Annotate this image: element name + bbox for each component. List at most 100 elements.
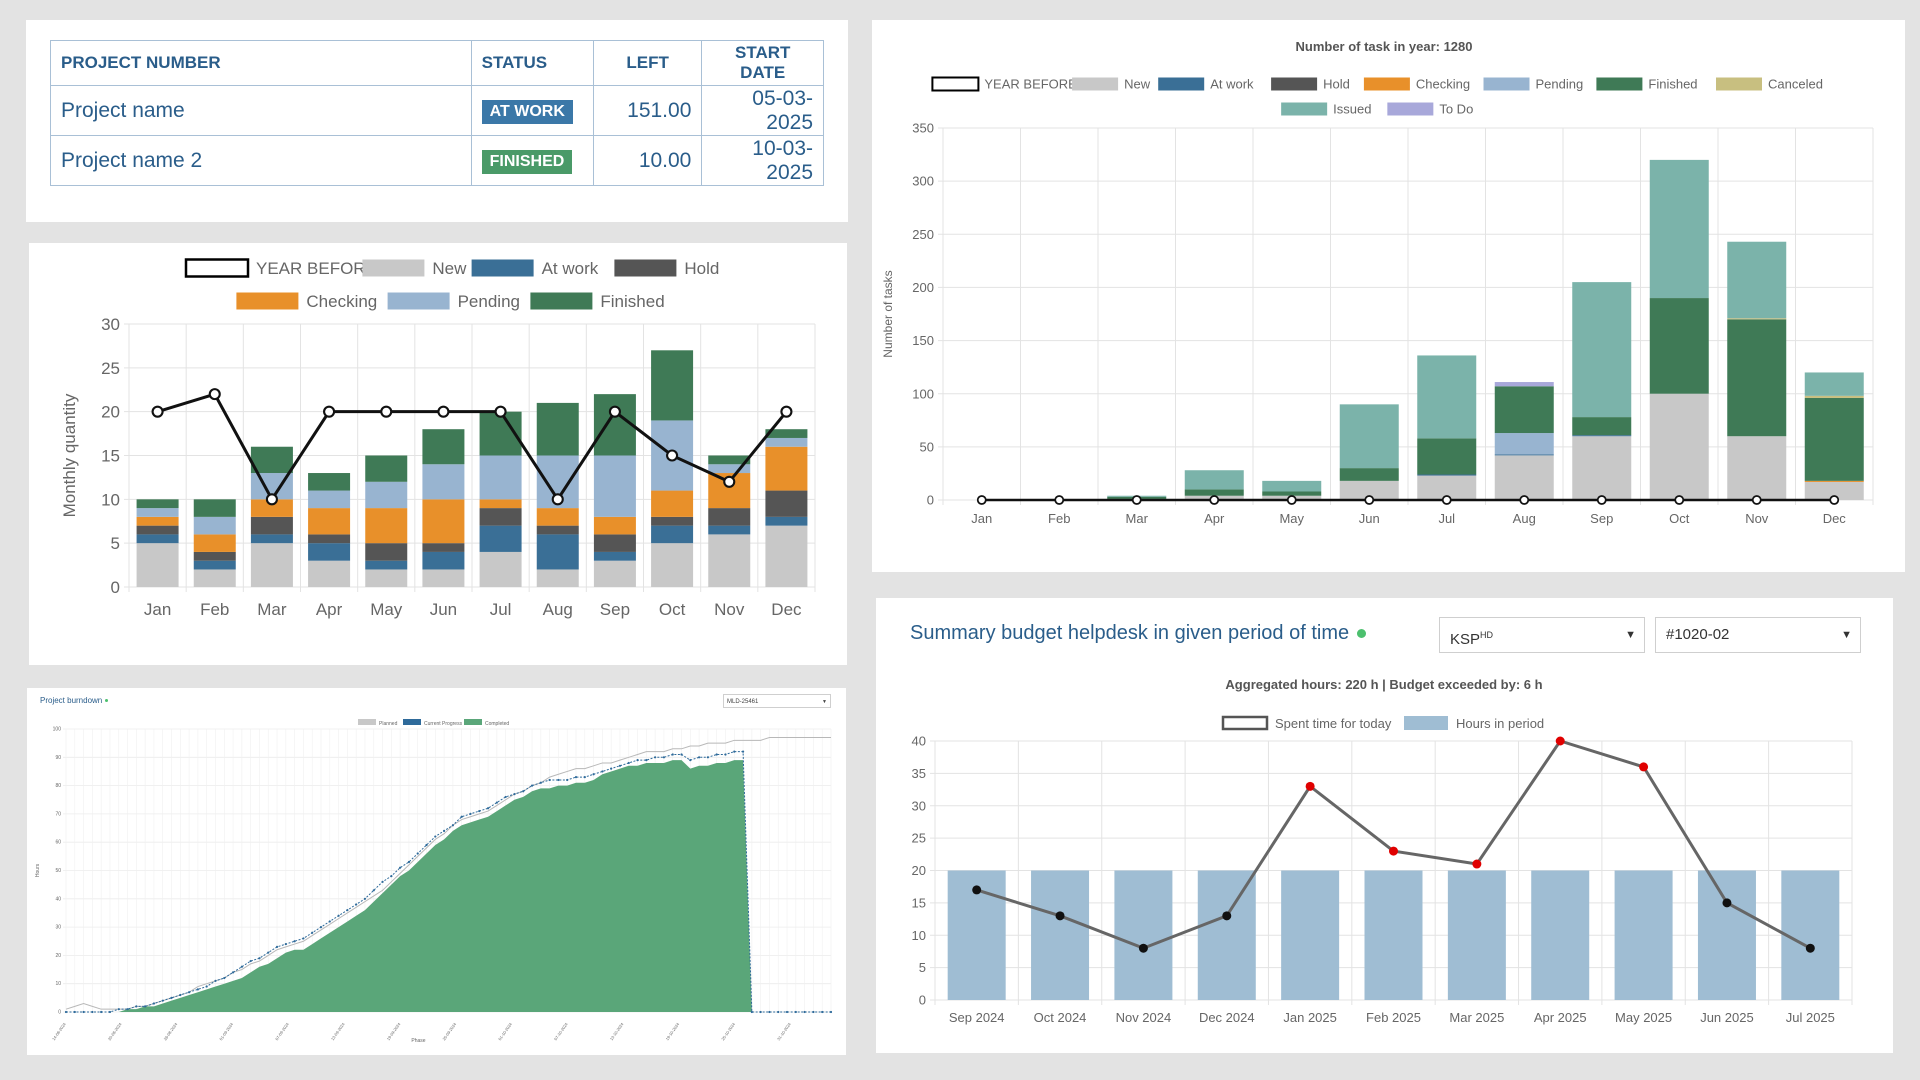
bar [1197,870,1256,1000]
current-progress-point [214,979,217,982]
current-progress-point [671,753,674,756]
status-dot-icon [105,699,109,703]
x-tick-label: 07-09-2024 [274,1021,290,1041]
bar-segment [1649,159,1709,299]
y-tick-label: 25 [101,359,120,378]
legend-label: Hours in period [1456,716,1544,731]
table-row[interactable]: Project name 2 FINISHED 10.00 10-03-2025 [50,135,824,186]
bar-segment [250,499,293,517]
current-progress-point [152,1002,156,1005]
bar [1114,870,1173,1000]
bar-segment [193,551,236,561]
legend-label: To Do [1439,102,1473,117]
x-tick-label: Feb 2025 [1366,1010,1421,1025]
spent-time-point [1138,943,1148,953]
x-tick-label: Feb [1048,511,1070,526]
year-before-point [1596,495,1607,505]
y-tick-label: 35 [912,766,926,781]
legend-swatch [1072,77,1119,91]
y-axis-label: Hours [35,863,41,877]
x-tick-label: Jul 2025 [1786,1010,1835,1025]
x-tick-label: 13-10-2024 [609,1021,625,1041]
legend-swatch [1271,77,1318,91]
bar-segment [1262,491,1322,496]
project-name-link[interactable]: Project name [50,85,472,136]
spent-time-point [1305,781,1315,791]
legend-swatch [1363,77,1410,91]
current-progress-point [803,1010,806,1014]
year-before-point [151,405,164,418]
bar-segment [651,525,694,544]
header-status[interactable]: STATUS [470,40,594,86]
burndown-project-select[interactable]: MLD-25461 ▼ [723,694,831,708]
current-progress-line [66,751,831,1013]
current-progress-point [486,807,490,810]
legend-label: Hold [1323,77,1350,92]
bar-segment [708,525,751,535]
header-left[interactable]: LEFT [592,40,703,86]
current-progress-point [73,1010,76,1014]
current-progress-point [144,1005,147,1008]
bar-segment [593,394,636,456]
bar-segment [136,543,179,587]
y-axis-label: Number of tasks [881,270,895,357]
helpdesk-select[interactable]: KSPHD ▼ [1439,617,1645,653]
bar-segment [1184,470,1244,490]
bar-segment [593,534,636,552]
legend-label: Pending [458,292,520,311]
legend-label: At work [542,259,599,278]
bar-segment [1572,282,1632,418]
budget-period-select[interactable]: #1020-02 ▼ [1655,617,1861,653]
bar-segment [479,499,522,509]
x-tick-label: Apr [1204,511,1225,526]
current-progress-point [161,999,164,1002]
left-value: 151.00 [592,85,703,136]
x-tick-label: Jun 2025 [1700,1010,1754,1025]
x-tick-label: Dec [771,600,802,619]
bar-segment [651,490,694,517]
current-progress-point [117,1008,120,1011]
legend-label: New [432,259,467,278]
table-row[interactable]: Project name AT WORK 151.00 05-03-2025 [50,85,824,136]
header-project-number[interactable]: PROJECT NUMBER [50,40,472,86]
current-progress-point [592,773,595,776]
legend-swatch [362,259,425,277]
current-progress-point [504,795,507,799]
current-progress-point [337,914,340,917]
legend-label: YEAR BEFORE [256,259,377,278]
burndown-title: Project burndown [40,696,109,705]
status-badge: FINISHED [481,149,573,174]
current-progress-point [135,1005,138,1008]
bar-segment [1804,480,1864,482]
current-progress-point [363,897,367,900]
legend-swatch [184,258,250,278]
current-progress-point [355,903,358,906]
year-before-point [1441,495,1452,505]
x-tick-label: Feb [200,600,229,619]
y-tick-label: 40 [55,896,61,902]
current-progress-point [741,750,745,753]
bar-segment [365,508,408,544]
bar-segment [136,525,179,535]
bar-segment [536,534,579,570]
current-progress-point [662,756,666,759]
current-progress-point [100,1010,103,1014]
y-tick-label: 10 [912,928,926,943]
legend-label: Completed [485,721,509,727]
project-name-link[interactable]: Project name 2 [50,135,472,186]
current-progress-point [627,761,630,765]
status-cell: AT WORK [470,85,594,136]
x-tick-label: Jan [144,600,171,619]
y-tick-label: 5 [919,960,926,975]
x-tick-label: Sep [1590,511,1613,526]
y-tick-label: 20 [55,953,61,959]
current-progress-point [196,988,199,991]
year-before-point [265,493,278,506]
year-before-point [1519,495,1530,505]
y-tick-label: 60 [55,840,61,846]
bar-segment [250,516,293,535]
legend-label: YEAR BEFORE [984,77,1077,92]
header-start-date[interactable]: START DATE [701,40,824,86]
year-before-point [976,495,987,505]
start-date: 05-03-2025 [701,85,824,136]
